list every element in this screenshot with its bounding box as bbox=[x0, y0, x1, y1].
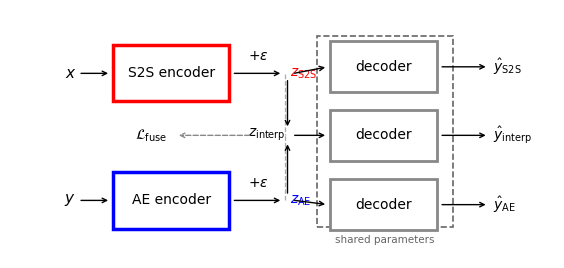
Bar bbox=[330, 41, 437, 92]
Text: shared parameters: shared parameters bbox=[335, 235, 434, 245]
Text: S2S encoder: S2S encoder bbox=[127, 66, 215, 80]
Text: $z_{\mathrm{S2S}}$: $z_{\mathrm{S2S}}$ bbox=[290, 66, 317, 81]
Text: AE encoder: AE encoder bbox=[131, 193, 211, 207]
Text: decoder: decoder bbox=[355, 128, 412, 142]
Text: $y$: $y$ bbox=[64, 192, 76, 209]
Bar bbox=[317, 36, 452, 227]
Bar bbox=[330, 179, 437, 230]
Text: $z_{\mathrm{AE}}$: $z_{\mathrm{AE}}$ bbox=[290, 193, 311, 208]
Bar bbox=[330, 110, 437, 161]
Bar bbox=[113, 172, 230, 229]
Text: $z_{\mathrm{interp}}$: $z_{\mathrm{interp}}$ bbox=[248, 127, 285, 143]
Bar bbox=[113, 45, 230, 102]
Text: $+\epsilon$: $+\epsilon$ bbox=[248, 49, 269, 63]
Text: $\mathcal{L}_{\mathrm{fuse}}$: $\mathcal{L}_{\mathrm{fuse}}$ bbox=[135, 127, 168, 144]
Text: $+\epsilon$: $+\epsilon$ bbox=[248, 176, 269, 190]
Text: $\hat{y}_{\mathrm{AE}}$: $\hat{y}_{\mathrm{AE}}$ bbox=[493, 195, 515, 215]
Text: decoder: decoder bbox=[355, 60, 412, 74]
Text: $\hat{y}_{\mathrm{S2S}}$: $\hat{y}_{\mathrm{S2S}}$ bbox=[493, 57, 522, 77]
Text: $x$: $x$ bbox=[64, 66, 76, 81]
Text: decoder: decoder bbox=[355, 198, 412, 212]
Text: $\hat{y}_{\mathrm{interp}}$: $\hat{y}_{\mathrm{interp}}$ bbox=[493, 125, 532, 146]
